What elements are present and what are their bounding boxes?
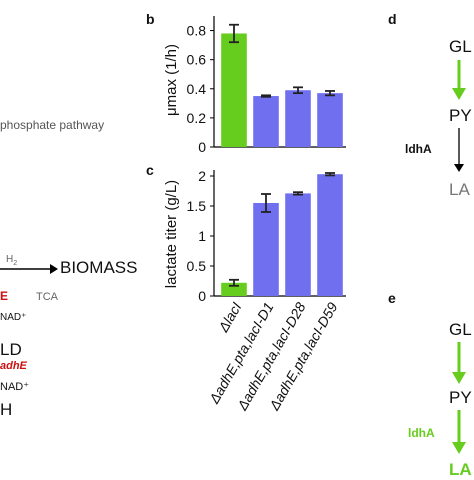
tca-label: TCA [36,291,58,303]
adhe-label: adhE [0,360,27,372]
y-tick-label: 0 [198,139,206,155]
e-green-arrow-2 [452,410,466,454]
y-tick-label: 2 [198,168,206,184]
h2-text: H [6,254,14,265]
pathway-label: phosphate pathway [0,118,105,132]
d-green-arrow [452,60,466,100]
y-tick-label: 0.2 [187,110,207,126]
y-tick-label: 0.6 [187,52,207,68]
y-axis-label: μmax (1/h) [163,44,180,116]
biomass-label: BIOMASS [60,258,138,277]
bar [221,282,247,296]
d-py-label: PY [449,106,472,125]
bar [221,33,247,147]
e-green-arrow-1-head [452,372,466,384]
y-axis-label: lactate titer (g/L) [163,180,180,288]
d-black-arrow-head [454,164,464,172]
e-green-arrow-1 [452,342,466,384]
e-py-label: PY [449,388,472,407]
d-la-label: LA [449,180,470,199]
biomass-arrow-head [50,264,58,274]
panel-letter-d: d [388,11,397,27]
d-green-arrow-head [452,88,466,100]
y-tick-label: 0.8 [187,23,207,39]
bar [253,96,279,147]
gene-e-label: E [0,289,9,303]
nad-label-top: NAD⁺ [0,312,27,323]
d-black-arrow [454,128,464,172]
chart-b: 0 0.2 0.4 0.6 0.8 μmax (1/h) [163,16,346,155]
bar [317,174,343,296]
h2-label: H2 [6,254,17,267]
y-tick-label: 1.5 [187,198,207,214]
ld-label: LD [0,340,22,359]
bar [285,193,311,296]
bar [317,93,343,147]
y-tick-label: 0 [198,288,206,304]
bar [253,203,279,296]
e-green-arrow-2-head [452,442,466,454]
e-la-label: LA [449,460,472,479]
e-ldha-label: ldhA [408,426,435,440]
y-tick-label: 0.5 [187,258,207,274]
e-gl-label: GL [449,320,472,339]
panel-letter-b: b [146,11,155,27]
bar [285,90,311,147]
d-ldha-label: ldhA [405,142,432,156]
panel-letter-e: e [388,290,396,306]
biomass-arrow [0,264,58,274]
h-label: H [0,400,13,419]
d-gl-label: GL [449,37,472,56]
panel-letter-c: c [146,162,154,178]
y-tick-label: 0.4 [187,81,207,97]
x-tick-label: ΔlacI [215,299,245,335]
h2-subscript: 2 [13,260,18,267]
y-tick-label: 1 [198,228,206,244]
nad-label-bottom: NAD⁺ [0,381,30,393]
